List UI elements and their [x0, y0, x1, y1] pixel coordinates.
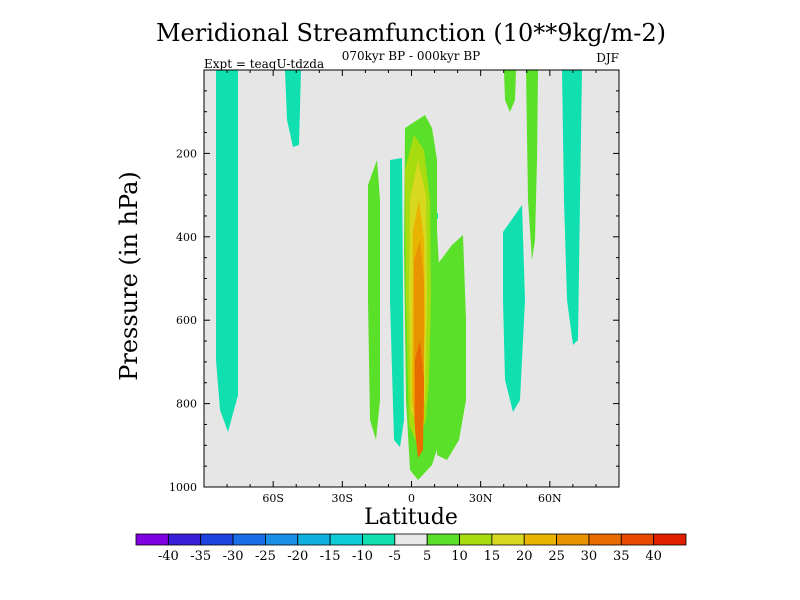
contour-pos5-upper-north	[504, 70, 516, 112]
colorbar-swatch	[653, 533, 687, 546]
chart-subtitle-left: Expt = teaqU-tdzda	[204, 57, 324, 71]
colorbar-swatch	[200, 533, 234, 546]
x-tick-label: 30S	[332, 492, 354, 505]
x-tick-label: 30N	[469, 492, 493, 505]
y-tick-label: 1000	[169, 481, 197, 494]
y-axis: 200 400 600 800 1000	[169, 90, 619, 494]
colorbar-label: -25	[255, 549, 276, 564]
contour-neg10-mid-north	[503, 205, 525, 412]
colorbar-label: -40	[158, 549, 179, 564]
colorbar-label: -35	[190, 549, 211, 564]
colorbar-swatch	[588, 533, 622, 546]
contour-neg10-far-south	[216, 70, 238, 432]
plot-area: 200 400 600 800 1000 60S 30S 0 30N 60N	[169, 69, 620, 505]
contour-neg10-far-north	[562, 70, 582, 345]
colorbar-swatch	[620, 533, 655, 546]
x-axis-label: Latitude	[364, 505, 458, 530]
colorbar-label: 20	[516, 549, 533, 564]
colorbar-label: 25	[548, 549, 565, 564]
colorbar-label: -30	[223, 549, 244, 564]
y-tick-label: 600	[176, 314, 197, 327]
colorbar-swatch	[523, 533, 557, 546]
colorbar: -40 -35 -30 -25 -20 -15 -10 -5 5 10 15 20 25 30 35 40	[135, 533, 687, 564]
contour-pos5-east-lobe	[437, 235, 466, 460]
colorbar-swatch	[491, 533, 525, 546]
x-tick-label: 60N	[538, 492, 562, 505]
colorbar-swatch	[329, 533, 363, 546]
colorbar-swatch	[232, 533, 266, 546]
colorbar-label: 40	[645, 549, 662, 564]
y-tick-label: 400	[176, 231, 197, 244]
colorbar-swatch	[167, 533, 202, 546]
y-tick-label: 800	[176, 398, 197, 411]
chart-title: Meridional Streamfunction (10**9kg/m-2)	[156, 19, 666, 47]
chart-subtitle-center: 070kyr BP - 000kyr BP	[342, 49, 480, 63]
colorbar-label: 35	[613, 549, 630, 564]
contour-neg10-upper-south	[285, 70, 301, 147]
colorbar-swatch	[362, 533, 396, 546]
x-axis: 60S 30S 0 30N 60N	[226, 70, 597, 505]
contour-neg10-near-equator	[390, 158, 404, 447]
y-tick-label: 200	[176, 147, 197, 160]
x-tick-label: 0	[408, 492, 415, 505]
contour-pos5-south	[368, 160, 380, 440]
x-tick-label: 60S	[262, 492, 284, 505]
colorbar-label: 10	[451, 549, 468, 564]
contour-fills	[216, 70, 582, 480]
y-axis-label: Pressure (in hPa)	[115, 171, 143, 381]
colorbar-label: -5	[388, 549, 401, 564]
colorbar-swatch	[556, 533, 590, 546]
colorbar-swatch	[426, 533, 460, 546]
colorbar-label: -15	[320, 549, 341, 564]
contour-pos30-core	[415, 340, 424, 458]
colorbar-swatch	[297, 533, 331, 546]
colorbar-label: 15	[484, 549, 501, 564]
colorbar-swatch	[459, 533, 493, 546]
colorbar-label: -20	[287, 549, 308, 564]
colorbar-label: 5	[423, 549, 431, 564]
colorbar-swatch	[394, 533, 428, 546]
colorbar-label: 30	[581, 549, 598, 564]
chart-subtitle-right: DJF	[596, 51, 619, 65]
colorbar-swatch	[135, 533, 169, 546]
contour-pos5-north-column	[526, 70, 538, 260]
colorbar-swatch	[265, 533, 299, 546]
colorbar-label: -10	[352, 549, 373, 564]
